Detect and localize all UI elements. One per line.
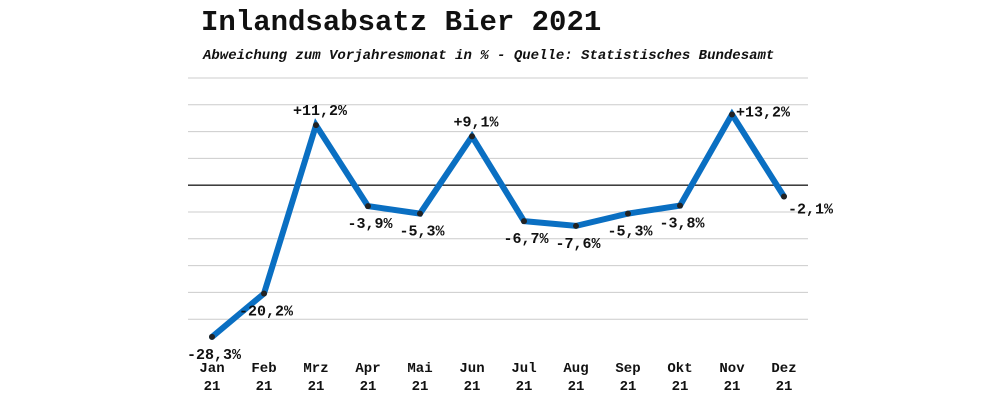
data-label: +11,2% — [293, 103, 348, 120]
chart-title: Inlandsabsatz Bier 2021 — [201, 6, 602, 39]
chart-subtitle: Abweichung zum Vorjahresmonat in % - Que… — [203, 48, 775, 64]
x-tick-month: Feb — [251, 361, 276, 377]
data-labels: -28,3% -20,2% +11,2% -3,9% -5,3% +9,1% -6,7% -7… — [187, 103, 834, 364]
data-points — [209, 111, 787, 340]
data-point — [469, 133, 475, 140]
x-tick-year: 21 — [516, 379, 533, 395]
x-tick-year: 21 — [256, 379, 273, 395]
data-point — [625, 210, 631, 217]
x-tick-month: Aug — [563, 361, 588, 377]
data-label: -2,1% — [788, 201, 834, 218]
data-label: -3,9% — [347, 216, 393, 233]
data-point — [573, 222, 579, 229]
x-tick-year: 21 — [308, 379, 325, 395]
x-tick-year: 21 — [360, 379, 377, 395]
x-tick-month: Apr — [355, 361, 380, 377]
x-tick-labels: Jan 21 Feb 21 Mrz 21 Apr 21 Mai 21 Jun 21 Jul 21 Aug 21… — [199, 361, 796, 395]
data-label: -20,2% — [239, 303, 294, 320]
x-tick-year: 21 — [568, 379, 585, 395]
x-tick-year: 21 — [620, 379, 637, 395]
x-tick-year: 21 — [412, 379, 429, 395]
data-label: -5,3% — [607, 224, 653, 241]
data-label: +13,2% — [736, 104, 791, 121]
x-tick-month: Sep — [615, 361, 640, 377]
x-tick-month: Jul — [511, 361, 536, 377]
x-tick-month: Mai — [407, 361, 432, 377]
data-point — [781, 193, 787, 200]
data-point — [677, 202, 683, 209]
x-tick-month: Jun — [459, 361, 484, 377]
data-point — [365, 203, 371, 210]
x-tick-month: Mrz — [303, 361, 328, 377]
data-label: -6,7% — [503, 231, 549, 248]
data-label: -5,3% — [399, 224, 445, 241]
series-line — [209, 108, 787, 340]
data-label: +9,1% — [453, 114, 499, 131]
data-label: -7,6% — [555, 236, 601, 253]
x-tick-year: 21 — [776, 379, 793, 395]
x-tick-month: Nov — [719, 361, 745, 377]
x-tick-month: Okt — [667, 361, 692, 377]
data-point — [313, 122, 319, 129]
data-point — [261, 290, 267, 297]
data-label: -3,8% — [659, 216, 705, 233]
x-tick-month: Jan — [199, 361, 224, 377]
data-label: -28,3% — [187, 347, 242, 364]
x-tick-year: 21 — [724, 379, 741, 395]
data-point — [209, 333, 215, 340]
data-point — [417, 210, 423, 217]
series-line-group — [209, 108, 787, 340]
x-tick-year: 21 — [464, 379, 481, 395]
x-tick-year: 21 — [672, 379, 689, 395]
data-point — [729, 111, 735, 118]
gridlines — [188, 77, 808, 320]
data-point — [521, 218, 527, 225]
x-tick-year: 21 — [204, 379, 221, 395]
x-tick-month: Dez — [771, 361, 796, 377]
